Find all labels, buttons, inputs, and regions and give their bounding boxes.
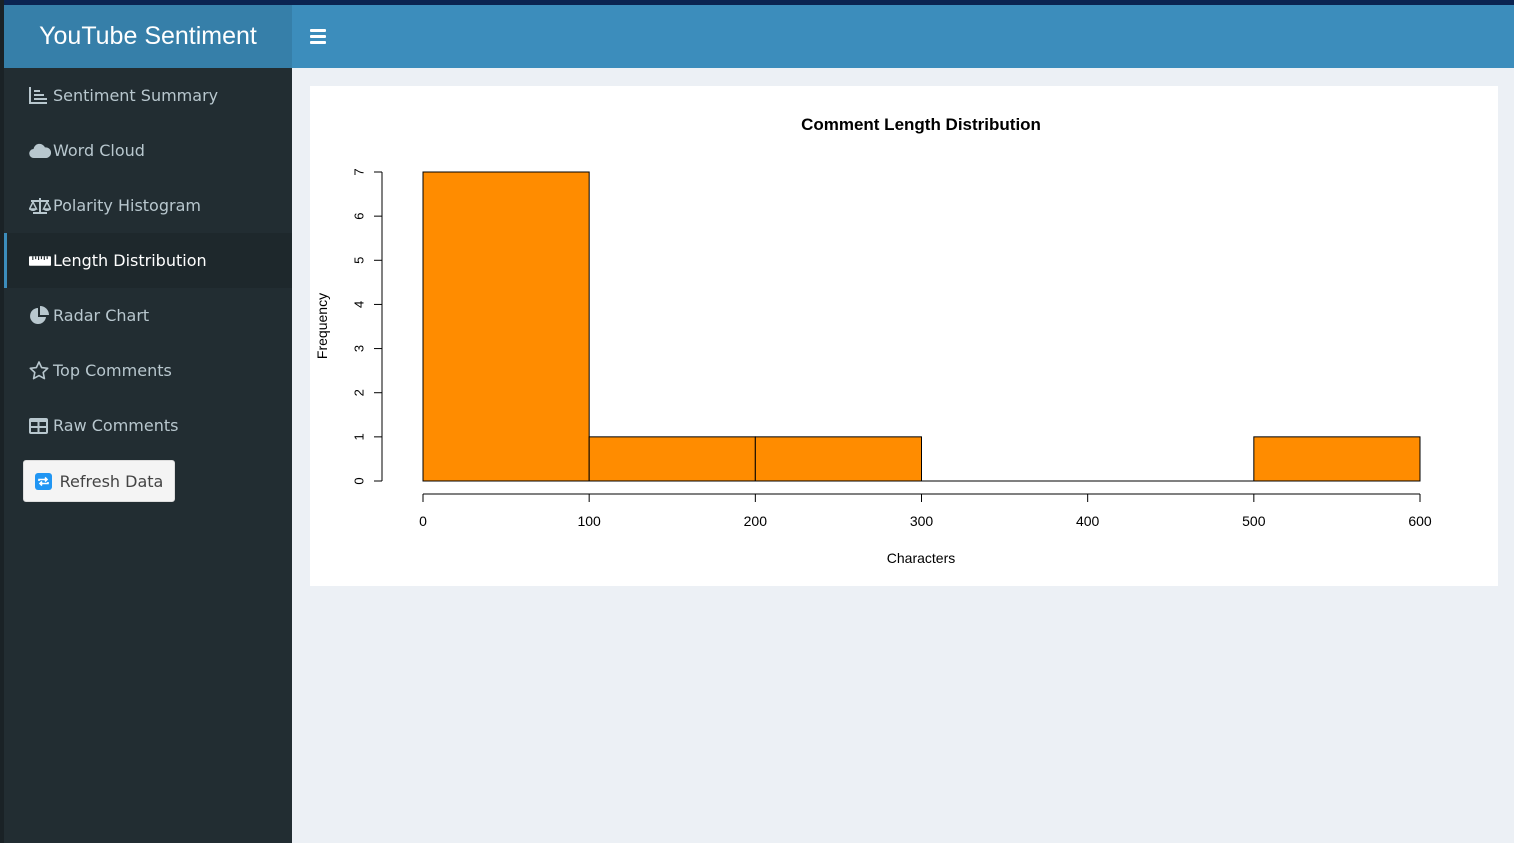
ruler-icon — [29, 251, 51, 271]
chart-line-icon — [29, 86, 51, 106]
sidebar-item-top-comments[interactable]: Top Comments — [4, 343, 292, 398]
x-tick-label: 200 — [744, 513, 768, 529]
chart-box: Comment Length Distribution Characters F… — [310, 86, 1498, 586]
star-icon — [29, 361, 51, 381]
y-tick-label: 7 — [351, 168, 366, 175]
y-tick-label: 4 — [351, 301, 366, 308]
sidebar-item-sentiment-summary[interactable]: Sentiment Summary — [4, 68, 292, 123]
sidebar-item-raw-comments[interactable]: Raw Comments — [4, 398, 292, 453]
histogram-bar — [422, 171, 590, 482]
y-tick-label: 2 — [351, 389, 366, 396]
y-axis-label: Frequency — [314, 293, 330, 359]
histogram-bar — [1253, 436, 1421, 482]
refresh-data-label: Refresh Data — [59, 471, 164, 491]
balance-scale-icon — [29, 196, 51, 216]
y-tick-label: 3 — [351, 345, 366, 352]
x-axis: 0 100 200 300 400 500 600 — [419, 493, 1432, 529]
main-content: Comment Length Distribution Characters F… — [292, 68, 1514, 843]
y-tick-label: 6 — [351, 213, 366, 220]
table-icon — [29, 416, 51, 436]
window-left-edge — [0, 0, 4, 843]
sidebar-item-radar-chart[interactable]: Radar Chart — [4, 288, 292, 343]
sidebar-item-label: Sentiment Summary — [53, 86, 219, 105]
sidebar-item-label: Radar Chart — [53, 306, 150, 325]
chart-title: Comment Length Distribution — [801, 115, 1041, 134]
x-tick-label: 300 — [910, 513, 934, 529]
histogram-bar — [588, 436, 756, 482]
sidebar-item-label: Word Cloud — [53, 141, 145, 160]
x-tick-label: 0 — [419, 513, 427, 529]
sidebar-item-word-cloud[interactable]: Word Cloud — [4, 123, 292, 178]
refresh-data-button[interactable]: Refresh Data — [23, 460, 175, 502]
histogram-bar — [754, 436, 923, 482]
x-tick-label: 600 — [1408, 513, 1432, 529]
window-top-edge — [0, 0, 1514, 5]
x-tick-label: 100 — [577, 513, 601, 529]
sidebar-item-label: Top Comments — [53, 361, 172, 380]
length-distribution-chart: Comment Length Distribution Characters F… — [314, 115, 1432, 566]
bars-group — [422, 171, 1421, 482]
y-tick-label: 0 — [351, 477, 366, 484]
y-axis: 0 1 2 3 4 5 6 7 — [351, 168, 383, 485]
pie-chart-icon — [29, 305, 51, 326]
x-tick-label: 400 — [1076, 513, 1100, 529]
app-logo-title[interactable]: YouTube Sentiment — [4, 5, 292, 68]
sidebar-item-label: Raw Comments — [53, 416, 179, 435]
sidebar-item-label: Length Distribution — [53, 251, 207, 270]
sidebar-toggle-hamburger-icon[interactable] — [310, 25, 326, 47]
y-tick-label: 5 — [351, 257, 366, 264]
sidebar-item-label: Polarity Histogram — [53, 196, 201, 215]
sidebar: Sentiment Summary Word Cloud Polarity Hi… — [4, 68, 292, 843]
x-axis-label: Characters — [887, 550, 955, 566]
sidebar-item-polarity-histogram[interactable]: Polarity Histogram — [4, 178, 292, 233]
x-tick-label: 500 — [1242, 513, 1266, 529]
y-tick-label: 1 — [351, 433, 366, 440]
sidebar-item-length-distribution[interactable]: Length Distribution — [4, 233, 292, 288]
cloud-icon — [29, 141, 51, 161]
top-navbar — [292, 5, 1514, 68]
refresh-icon — [34, 472, 52, 490]
